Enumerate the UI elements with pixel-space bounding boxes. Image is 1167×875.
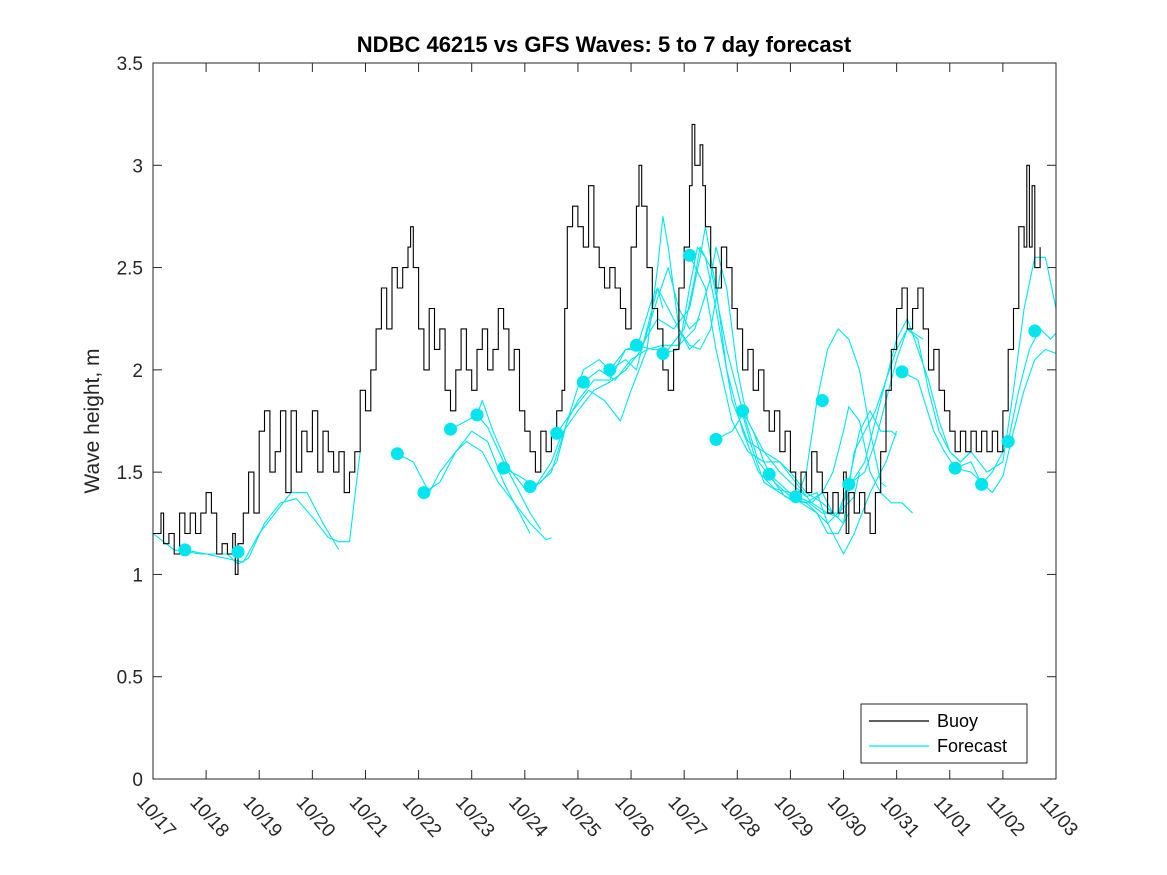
legend-forecast-label: Forecast	[937, 736, 1007, 756]
forecast-marker	[390, 447, 404, 461]
forecast-marker	[842, 477, 856, 491]
forecast-marker	[417, 486, 431, 500]
forecast-line	[715, 328, 887, 504]
forecast-line	[397, 430, 531, 534]
forecast-marker	[815, 394, 829, 407]
forecast-marker	[550, 426, 564, 440]
chart-title: NDBC 46215 vs GFS Waves: 5 to 7 day fore…	[357, 32, 852, 57]
forecast-line	[954, 328, 1057, 485]
forecast-marker	[470, 408, 484, 422]
forecast-marker	[1001, 435, 1015, 448]
y-tick-label: 1	[132, 565, 143, 586]
forecast-marker	[629, 338, 643, 352]
forecast-marker	[789, 490, 803, 504]
forecast-line	[535, 287, 701, 487]
series-layer	[152, 123, 1057, 575]
forecast-line	[556, 215, 722, 434]
legend: Buoy Forecast	[860, 703, 1028, 764]
forecast-marker	[1028, 324, 1042, 338]
y-tick-label: 3	[132, 156, 143, 177]
forecast-line	[450, 414, 542, 530]
forecast-line	[662, 246, 898, 555]
forecast-marker	[444, 422, 457, 436]
legend-box	[860, 703, 1028, 764]
forecast-marker	[975, 477, 989, 491]
forecast-marker	[709, 432, 723, 446]
y-tick-label: 2	[132, 361, 143, 382]
y-axis-ticks: 0 0.5 1 1.5 2 2.5 3 3.5	[117, 54, 1056, 791]
forecast-marker	[895, 365, 909, 379]
plot-area	[153, 63, 1056, 779]
forecast-marker	[736, 404, 750, 418]
forecast-marker	[762, 467, 776, 481]
forecast-marker	[497, 461, 511, 475]
y-tick-label: 1.5	[117, 463, 143, 484]
forecast-marker	[603, 363, 617, 377]
buoy-line	[153, 123, 1041, 575]
legend-buoy-label: Buoy	[937, 711, 978, 731]
y-tick-label: 0	[132, 770, 143, 791]
y-tick-label: 3.5	[117, 54, 143, 75]
y-tick-label: 2.5	[117, 259, 143, 280]
y-tick-label: 0.5	[117, 668, 143, 689]
marker-layer	[178, 248, 1042, 559]
forecast-marker	[178, 543, 192, 557]
forecast-marker	[231, 545, 245, 559]
forecast-marker	[683, 248, 696, 262]
forecast-marker	[656, 347, 670, 360]
forecast-marker	[948, 461, 962, 475]
forecast-line	[152, 451, 361, 565]
forecast-line	[423, 440, 552, 541]
forecast-line	[503, 267, 701, 488]
plot-frame	[152, 62, 1057, 780]
forecast-marker	[523, 480, 537, 493]
forecast-marker	[576, 375, 590, 389]
forecast-line	[184, 492, 340, 563]
y-axis-label: Wave height, m	[81, 348, 104, 493]
